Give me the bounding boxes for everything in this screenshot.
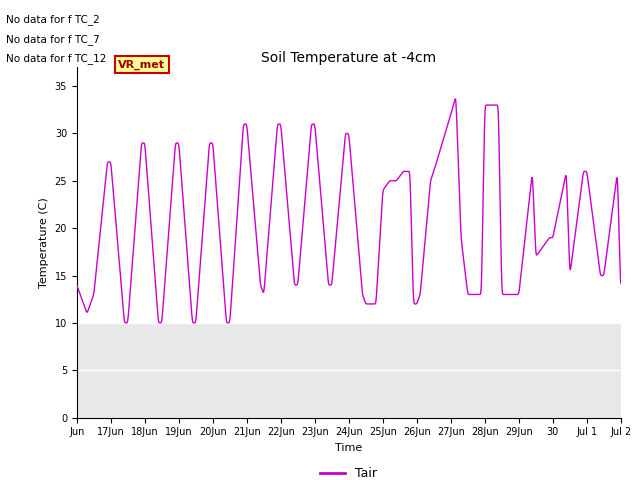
- Text: No data for f TC_7: No data for f TC_7: [6, 34, 100, 45]
- Text: No data for f TC_2: No data for f TC_2: [6, 14, 100, 25]
- Bar: [77, 67, 621, 323]
- Title: Soil Temperature at -4cm: Soil Temperature at -4cm: [261, 51, 436, 65]
- X-axis label: Time: Time: [335, 443, 362, 453]
- Text: VR_met: VR_met: [118, 60, 165, 70]
- Legend: Tair: Tair: [316, 462, 382, 480]
- Text: No data for f TC_12: No data for f TC_12: [6, 53, 107, 64]
- Y-axis label: Temperature (C): Temperature (C): [39, 197, 49, 288]
